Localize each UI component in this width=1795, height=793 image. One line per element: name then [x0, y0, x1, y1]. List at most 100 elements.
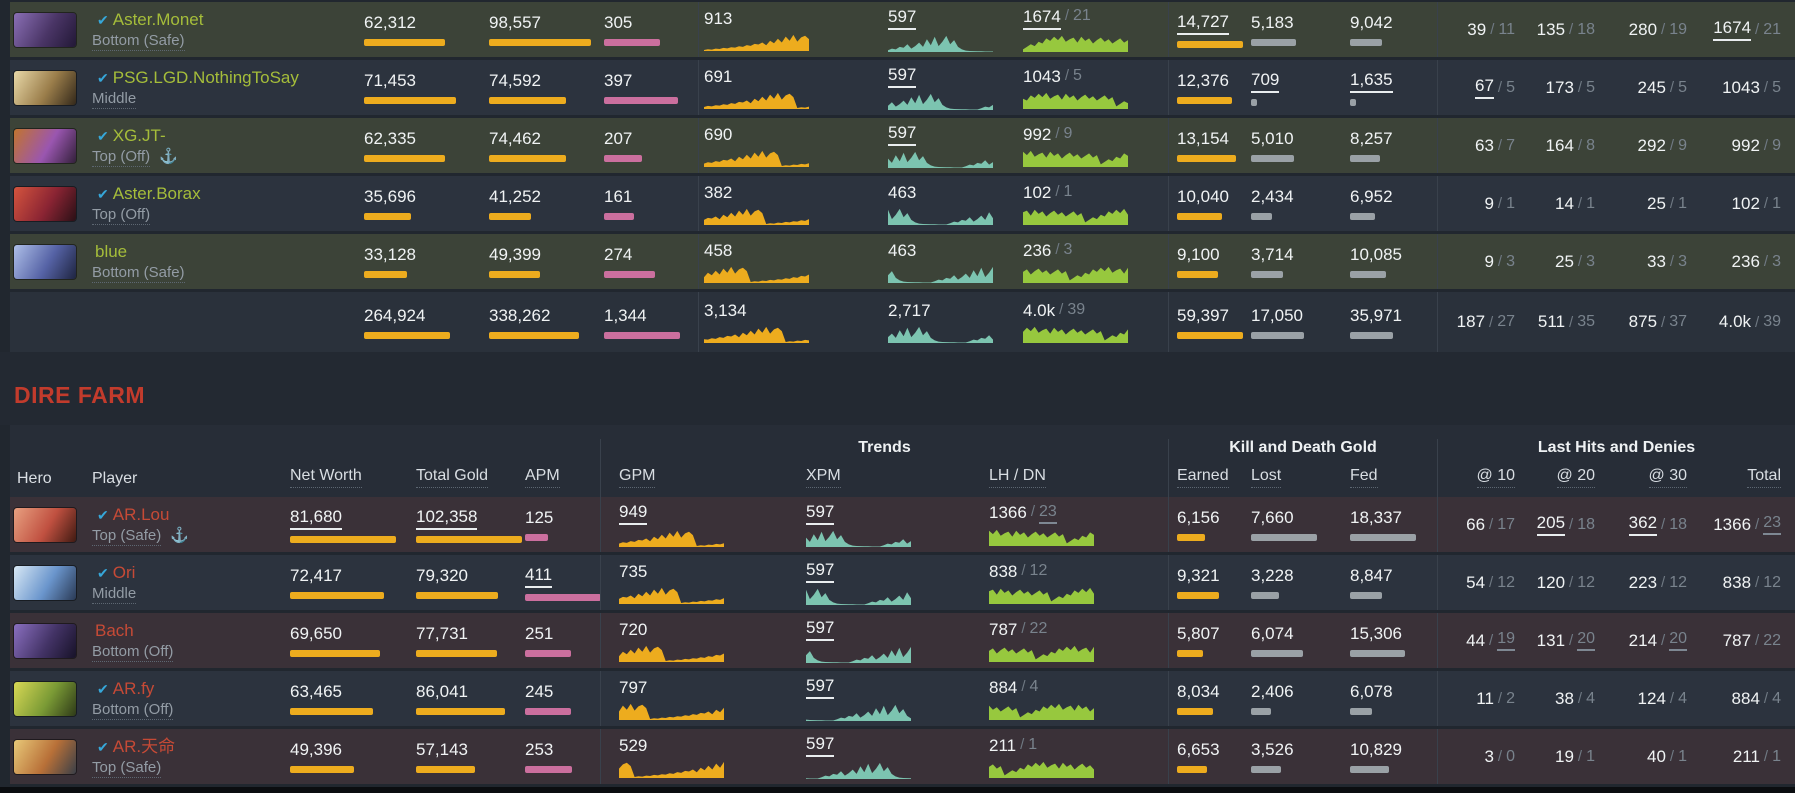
- player-name[interactable]: Ori: [112, 562, 136, 582]
- xpm-cell: 597: [883, 60, 1018, 115]
- at-10-sub-value: 12: [1497, 573, 1515, 591]
- apm-bar: [525, 766, 572, 773]
- hero-portrait[interactable]: [14, 507, 76, 542]
- slash-separator: /: [1489, 574, 1494, 591]
- at-30-value: 25: [1647, 193, 1666, 213]
- xpm-value-line: 597: [888, 65, 1018, 88]
- fed-bar: [1350, 331, 1393, 339]
- fed-value: 6,952: [1350, 187, 1393, 206]
- hero-portrait[interactable]: [14, 623, 76, 658]
- slash-separator: /: [1055, 124, 1060, 142]
- player-name[interactable]: Aster.Borax: [112, 183, 201, 203]
- sparkline-svg: [619, 645, 724, 662]
- header-fed[interactable]: Fed: [1342, 457, 1437, 497]
- hero-portrait[interactable]: [14, 739, 76, 774]
- slash-separator: /: [1577, 748, 1583, 765]
- player-role-line: Bottom (Off): [92, 642, 286, 662]
- hero-portrait[interactable]: [14, 128, 76, 163]
- player-name[interactable]: AR.天命: [112, 736, 176, 756]
- at-10-cell: 9/1: [1437, 176, 1523, 231]
- lh-sub-value: 1: [1028, 735, 1038, 753]
- player-role[interactable]: Top (Off): [92, 205, 151, 225]
- net_worth-cell: 62,312: [360, 2, 485, 57]
- net_worth-value: 69,650: [290, 624, 342, 643]
- header-xpm[interactable]: XPM: [790, 457, 985, 497]
- player-role[interactable]: Top (Safe): [92, 758, 162, 778]
- player-role[interactable]: Bottom (Off): [92, 642, 174, 662]
- earned-bar: [1177, 40, 1243, 48]
- header-total[interactable]: Total: [1695, 457, 1795, 497]
- player-role[interactable]: Top (Safe): [92, 526, 162, 546]
- header-apm[interactable]: APM: [521, 457, 600, 497]
- player-role[interactable]: Middle: [92, 89, 137, 109]
- lost-bar: [1251, 213, 1272, 220]
- earned-value: 14,727: [1177, 12, 1229, 35]
- at-10-cell: 44/19: [1437, 613, 1523, 668]
- player-name[interactable]: AR.Lou: [112, 504, 170, 524]
- player-name[interactable]: Aster.Monet: [112, 9, 204, 29]
- fed-bar: [1350, 155, 1380, 162]
- header-at-10[interactable]: @ 10: [1437, 457, 1523, 497]
- hero-portrait[interactable]: [14, 244, 76, 279]
- header-net-worth[interactable]: Net Worth: [286, 457, 412, 497]
- at-30-value: 875: [1628, 312, 1658, 331]
- header-at-20[interactable]: @ 20: [1523, 457, 1603, 497]
- gpm-cell: 691: [698, 60, 883, 115]
- player-name[interactable]: blue: [95, 241, 128, 261]
- slash-separator: /: [1059, 301, 1064, 318]
- at-20-sub-value: 18: [1577, 515, 1595, 533]
- player-name[interactable]: AR.fy: [112, 678, 155, 698]
- total_gold-cell: 338,262: [485, 292, 600, 352]
- lh-sub-value: 12: [1029, 561, 1048, 579]
- at-10-sub-value: 17: [1497, 515, 1515, 533]
- player-name[interactable]: Bach: [95, 620, 134, 640]
- player-role[interactable]: Bottom (Safe): [92, 31, 185, 51]
- hero-portrait[interactable]: [14, 70, 76, 105]
- gpm-value-line: 735: [619, 562, 790, 582]
- header-lost[interactable]: Lost: [1243, 457, 1342, 497]
- slash-separator: /: [1577, 79, 1583, 96]
- lh-sub-value: 5: [1073, 66, 1082, 84]
- hero-portrait[interactable]: [14, 681, 76, 716]
- player-role[interactable]: Bottom (Safe): [92, 263, 185, 283]
- at-20-sub-value: 8: [1586, 136, 1595, 154]
- bottom-strip: [0, 787, 1795, 793]
- hero-portrait[interactable]: [14, 565, 76, 600]
- lh-cell: 211/1: [985, 729, 1168, 784]
- apm-bar: [604, 331, 680, 339]
- apm-cell: 207: [600, 118, 698, 173]
- earned-value: 12,376: [1177, 71, 1229, 90]
- header-total-gold[interactable]: Total Gold: [412, 457, 521, 497]
- header-gpm[interactable]: GPM: [600, 457, 790, 497]
- at-10-value: 63: [1475, 135, 1494, 155]
- gpm-cell: 382: [698, 176, 883, 231]
- player-name[interactable]: PSG.LGD.NothingToSay: [112, 67, 299, 87]
- table-row: ✔ XG.JT- Top (Off) ⚓ 62,335 74,462 207 690 597 99…: [10, 118, 1795, 173]
- total_gold-cell: 49,399: [485, 234, 600, 289]
- player-role[interactable]: Bottom (Off): [92, 700, 174, 720]
- lh-total-sub-value: 4: [1772, 689, 1781, 707]
- player-name[interactable]: XG.JT-: [112, 125, 166, 145]
- at-10-cell: 66/17: [1437, 497, 1523, 552]
- lh-total-value: 236: [1731, 251, 1760, 271]
- net_worth-value: 264,924: [364, 305, 426, 325]
- lh-sparkline: [989, 585, 1168, 604]
- hero-portrait[interactable]: [14, 186, 76, 221]
- total_gold-cell: 102,358: [412, 497, 522, 552]
- player-role[interactable]: Top (Off): [92, 147, 151, 167]
- at-10-cell: 11/2: [1437, 671, 1523, 726]
- at-30-value: 223: [1628, 572, 1658, 592]
- net_worth-value: 49,396: [290, 740, 342, 759]
- at-30-cell: 40/1: [1603, 729, 1695, 784]
- lost-bar: [1251, 39, 1296, 46]
- apm-value: 274: [604, 245, 633, 264]
- hero-portrait[interactable]: [14, 12, 76, 47]
- header-earned[interactable]: Earned: [1168, 457, 1243, 497]
- player-role[interactable]: Middle: [92, 584, 137, 604]
- header-at-30[interactable]: @ 30: [1603, 457, 1695, 497]
- header-lh-dn[interactable]: LH / DN: [985, 457, 1168, 497]
- xpm-value: 597: [806, 676, 835, 699]
- lh-cell: 1043/5: [1018, 60, 1168, 115]
- net_worth-cell: 63,465: [286, 671, 412, 726]
- lost-cell: 3,526: [1243, 729, 1342, 784]
